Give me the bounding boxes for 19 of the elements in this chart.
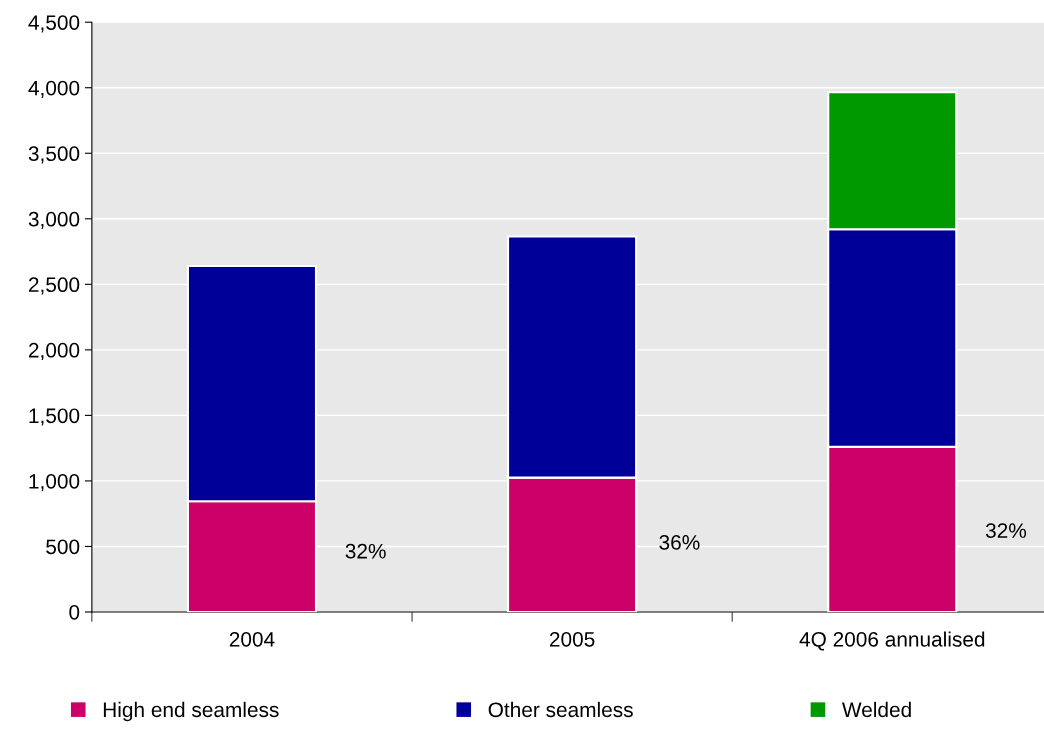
y-tick-label: 2,000	[28, 342, 80, 361]
y-tick-label: 500	[46, 539, 80, 555]
annotation: 32%	[985, 523, 1027, 538]
x-tick-label: 2005	[549, 631, 595, 647]
y-tick-label: 1,500	[29, 408, 80, 426]
y-tick-label: 4,000	[28, 80, 80, 98]
legend-label: High end seamless	[103, 701, 279, 722]
y-tick-label: 3,000	[28, 211, 80, 230]
y-tick-label: 0	[69, 604, 80, 620]
x-tick-label: 2004	[229, 631, 275, 647]
annotation: 36%	[659, 535, 700, 550]
y-tick-label: 1,000	[29, 473, 80, 492]
x-tick-label: 4Q 2006 annualised	[799, 631, 985, 651]
legend-label: Other seamless	[488, 701, 633, 718]
y-tick-label: 3,500	[28, 146, 80, 164]
annotation: 32%	[345, 543, 386, 559]
y-tick-label: 2,500	[28, 277, 80, 295]
y-tick-label: 4,500	[28, 15, 80, 33]
legend-label: Welded	[842, 701, 911, 718]
